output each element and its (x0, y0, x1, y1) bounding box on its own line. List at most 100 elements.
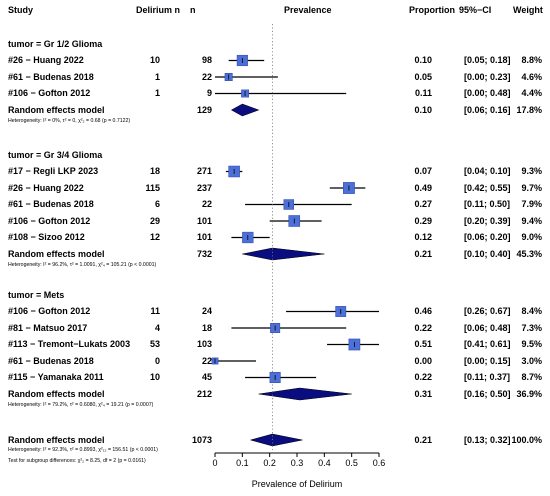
subgroup-1-study-3-weight: 4.4% (521, 88, 542, 98)
subgroup-3-pooled-n: 212 (196, 388, 212, 399)
subgroup-3-study-2-proportion: 0.22 (414, 322, 432, 333)
subgroup-3-pooled-ci: [0.16; 0.50] (464, 388, 511, 399)
subgroup-3-study-2-weight: 7.3% (521, 322, 542, 333)
subgroup-2-study-4-label: #106 − Gofton 2012 (8, 215, 91, 226)
x-tick-label-7: 0.6 (372, 458, 386, 468)
subgroup-3-study-1-n: 24 (201, 306, 212, 316)
subgroup-1-study-2-label: #61 − Budenas 2018 (8, 71, 94, 82)
subgroup-3-study-1-events: 11 (150, 306, 160, 316)
subgroup-2-study-4-weight: 9.4% (521, 215, 542, 226)
overall-ci: [0.13; 0.32] (464, 434, 511, 445)
subgroup-3-pooled-diamond (258, 387, 352, 401)
subgroup-3-study-4-label: #61 − Budenas 2018 (8, 355, 94, 366)
subgroup-2-study-2-events: 115 (145, 182, 160, 193)
subgroup-1-study-2-proportion: 0.05 (414, 71, 432, 82)
subgroup-1-study-1-weight: 8.8% (521, 55, 542, 65)
header-weight: Weight (513, 5, 543, 15)
overall-weight: 100.0% (511, 434, 542, 445)
subgroup-1-pooled-proportion: 0.10 (414, 104, 432, 115)
subgroup-3-study-2-n: 18 (201, 322, 212, 333)
subgroup-2-study-3-events: 6 (154, 199, 160, 209)
subgroup-2-heterogeneity: Heterogeneity: I² = 96.2%, τ² = 1.0091, … (8, 261, 157, 268)
x-tick-label-6: 0.5 (345, 458, 358, 468)
subgroup-2-study-5-n: 101 (196, 232, 212, 242)
header-proportion: Proportion (409, 5, 455, 15)
subgroup-1-pooled-ci: [0.06; 0.16] (464, 104, 511, 115)
subgroup-1-study-3-label: #106 − Gofton 2012 (8, 88, 91, 98)
subgroup-3-study-5-proportion: 0.22 (414, 372, 432, 382)
subgroup-2-pooled-label: Random effects model (8, 248, 105, 259)
subgroup-3-study-1-ci: [0.26; 0.67] (464, 306, 511, 316)
subgroup-2-pooled-ci: [0.10; 0.40] (464, 248, 511, 259)
overall-proportion: 0.21 (414, 434, 432, 445)
subgroup-test: Test for subgroup differences: χ²₂ = 8.2… (8, 457, 146, 464)
subgroup-3-study-4-ci: [0.00; 0.15] (464, 355, 511, 366)
x-tick-label-3: 0.2 (263, 458, 276, 468)
subgroup-3-study-3-label: #113 − Tremont−Lukats 2003 (8, 339, 131, 349)
subgroup-2-study-4-events: 29 (149, 215, 160, 226)
header-study: Study (8, 5, 34, 15)
subgroup-1-study-1-ci: [0.05; 0.18] (464, 55, 511, 65)
subgroup-1-study-1-proportion: 0.10 (414, 55, 432, 65)
subgroup-1-study-2-n: 22 (201, 71, 212, 82)
subgroup-3-study-5-n: 45 (201, 372, 212, 382)
subgroup-2-study-5-ci: [0.06; 0.20] (464, 232, 511, 242)
subgroup-1-study-2-events: 1 (154, 71, 160, 82)
subgroup-2-study-3-weight: 7.9% (521, 199, 542, 209)
subgroup-2-pooled-diamond (242, 247, 325, 261)
subgroup-3-study-2-events: 4 (154, 322, 160, 333)
subgroup-1-study-3-proportion: 0.11 (414, 88, 432, 98)
subgroup-2-study-5-proportion: 0.12 (414, 232, 432, 242)
subgroup-1-study-3-events: 1 (154, 88, 160, 98)
subgroup-1-study-1-label: #26 − Huang 2022 (8, 55, 84, 65)
subgroup-2-study-2-weight: 9.7% (521, 182, 542, 193)
subgroup-2-study-5-label: #108 − Sizoo 2012 (8, 232, 85, 242)
subgroup-1-study-2-ci: [0.00; 0.23] (464, 71, 511, 82)
subgroup-1-pooled-label: Random effects model (8, 104, 105, 115)
subgroup-2-study-1-ci: [0.04; 0.10] (464, 166, 511, 176)
x-tick-label-1: 0 (212, 458, 218, 468)
subgroup-3-study-3-weight: 9.5% (521, 339, 542, 349)
header-n: n (190, 5, 196, 15)
subgroup-2-study-1-n: 271 (196, 166, 212, 176)
subgroup-1-study-2-weight: 4.6% (521, 71, 542, 82)
x-tick-label-4: 0.3 (290, 458, 304, 468)
subgroup-1-pooled-diamond (230, 103, 260, 117)
subgroup-2-study-5-events: 12 (149, 232, 160, 242)
subgroup-2-study-2-n: 237 (196, 182, 212, 193)
subgroup-1-study-3-n: 9 (206, 88, 212, 98)
subgroup-3-study-2-label: #81 − Matsuo 2017 (8, 322, 88, 333)
subgroup-2-title: tumor = Gr 3/4 Glioma (8, 149, 103, 160)
subgroup-3-title: tumor = Mets (8, 289, 65, 300)
subgroup-3-pooled-proportion: 0.31 (414, 388, 432, 399)
subgroup-3-study-4-n: 22 (201, 355, 212, 366)
header-prevalence: Prevalence (284, 5, 332, 15)
subgroup-2-pooled-proportion: 0.21 (414, 248, 432, 259)
subgroup-2-study-4-ci: [0.20; 0.39] (464, 215, 511, 226)
subgroup-2-study-2-label: #26 − Huang 2022 (8, 182, 84, 193)
subgroup-3-heterogeneity: Heterogeneity: I² = 79.2%, τ² = 0.6080, … (8, 401, 154, 408)
subgroup-1-study-1-events: 10 (149, 55, 160, 65)
subgroup-3-study-4-weight: 3.0% (521, 355, 542, 366)
subgroup-2-study-3-label: #61 − Budenas 2018 (8, 199, 94, 209)
subgroup-3-study-4-events: 0 (154, 355, 160, 366)
subgroup-3-study-4-proportion: 0.00 (414, 355, 432, 366)
subgroup-2-study-1-label: #17 − Regli LKP 2023 (8, 166, 99, 176)
subgroup-1-study-3-ci: [0.00; 0.48] (464, 88, 511, 98)
subgroup-3-study-1-label: #106 − Gofton 2012 (8, 306, 91, 316)
subgroup-2-study-5-weight: 9.0% (521, 232, 542, 242)
subgroup-2-pooled-n: 732 (196, 248, 212, 259)
subgroup-1-study-1-n: 98 (201, 55, 212, 65)
subgroup-3-study-5-weight: 8.7% (521, 372, 542, 382)
subgroup-1-pooled-n: 129 (196, 104, 212, 115)
subgroup-1-heterogeneity: Heterogeneity: I² = 0%, τ² = 0, χ²₂ = 0.… (8, 117, 131, 124)
x-axis-label: Prevalence of Delirium (251, 479, 343, 489)
header-delirium-n: Delirium n (136, 5, 181, 15)
subgroup-1-pooled-weight: 17.8% (516, 104, 542, 115)
subgroup-3-study-3-n: 103 (196, 339, 212, 349)
subgroup-1-title: tumor = Gr 1/2 Glioma (8, 38, 103, 49)
subgroup-3-pooled-label: Random effects model (8, 388, 105, 399)
subgroup-3-study-3-events: 53 (149, 339, 160, 349)
subgroup-3-pooled-weight: 36.9% (516, 388, 542, 399)
